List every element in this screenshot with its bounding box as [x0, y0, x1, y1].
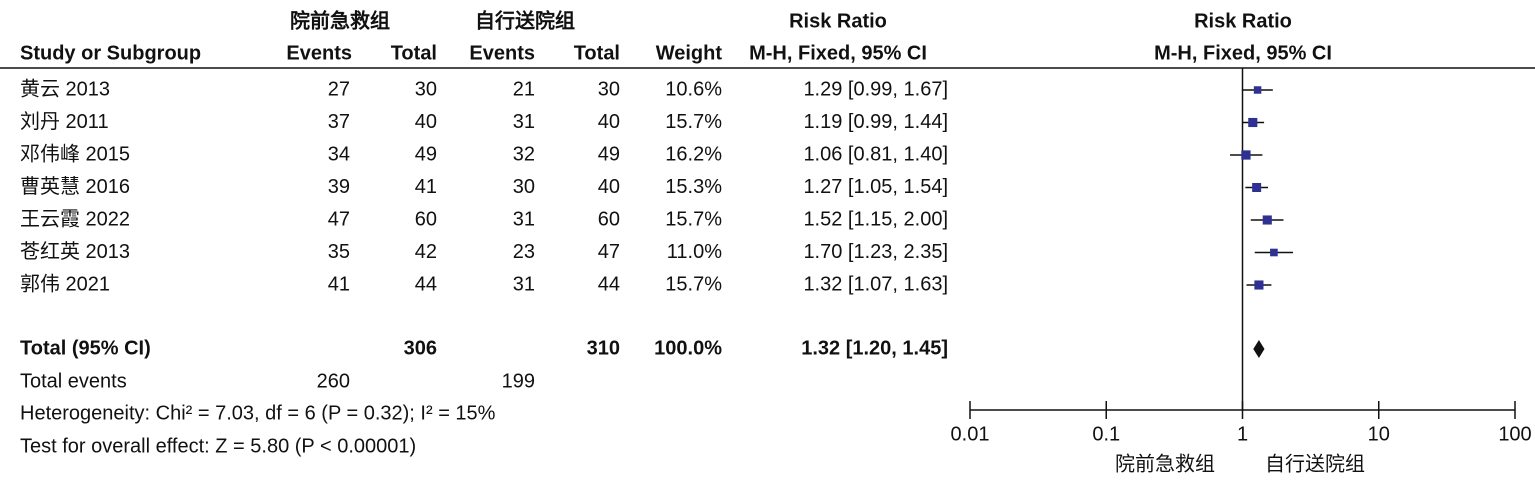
effect-square — [1270, 248, 1278, 257]
cell: 40 — [598, 111, 620, 133]
weight: 15.7% — [665, 111, 722, 133]
column-header: Events — [286, 42, 352, 64]
weight: 10.6% — [665, 78, 722, 100]
cell: 44 — [598, 273, 620, 295]
cell: 47 — [598, 241, 620, 263]
column-header: Weight — [656, 42, 723, 64]
effect-square — [1253, 86, 1262, 94]
x-tick-label: 100 — [1498, 423, 1531, 445]
plot-title: Risk Ratio — [1194, 10, 1292, 32]
ci-label: 1.32 [1.07, 1.63] — [803, 273, 948, 295]
weight: 15.7% — [665, 273, 722, 295]
weight: 15.3% — [665, 176, 722, 198]
effect-square — [1252, 183, 1262, 192]
cell: 40 — [415, 111, 437, 133]
total-diamond — [1253, 340, 1265, 358]
cell: 40 — [598, 176, 620, 198]
cell: 30 — [415, 78, 437, 100]
x-tick-label: 10 — [1368, 423, 1390, 445]
ci-label: 1.32 [1.20, 1.45] — [801, 337, 948, 359]
cell: 60 — [598, 208, 620, 230]
cell: 23 — [513, 241, 535, 263]
favours-label: 自行送院组 — [1265, 452, 1365, 475]
total-events-label: Total events — [20, 370, 127, 392]
column-header: Study or Subgroup — [20, 42, 201, 64]
cell: 31 — [513, 273, 535, 295]
cell: 310 — [587, 337, 620, 359]
study-name: 苍红英 2013 — [20, 240, 130, 263]
study-name: 王云霞 2022 — [20, 208, 130, 230]
overall-effect: Test for overall effect: Z = 5.80 (P < 0… — [20, 435, 416, 457]
cell: 30 — [513, 176, 535, 198]
study-name: 曹英慧 2016 — [20, 175, 130, 198]
cell: 34 — [328, 143, 350, 165]
x-tick-label: 0.1 — [1092, 423, 1120, 445]
cell: 49 — [415, 143, 437, 165]
cell: 42 — [415, 241, 437, 263]
study-name: 黄云 2013 — [20, 77, 110, 100]
x-tick-label: 0.01 — [951, 423, 990, 445]
weight: 15.7% — [665, 208, 722, 230]
table-title: Risk Ratio — [789, 10, 887, 32]
favours-label: 院前急救组 — [1115, 452, 1215, 475]
cell: 35 — [328, 241, 350, 263]
study-name: 邓伟峰 2015 — [20, 142, 130, 165]
cell: 47 — [328, 208, 350, 230]
effect-square — [1248, 117, 1258, 128]
effect-square — [1254, 280, 1264, 290]
cell: 37 — [328, 111, 350, 133]
cell: 260 — [317, 370, 350, 392]
ci-label: 1.06 [0.81, 1.40] — [803, 143, 948, 165]
study-name: 刘丹 2011 — [20, 110, 109, 133]
x-tick-label: 1 — [1237, 423, 1248, 445]
column-header: M-H, Fixed, 95% CI — [749, 42, 927, 64]
ci-label: 1.27 [1.05, 1.54] — [803, 176, 948, 198]
cell: 27 — [328, 78, 350, 100]
cell: 41 — [415, 176, 437, 198]
heterogeneity: Heterogeneity: Chi² = 7.03, df = 6 (P = … — [20, 402, 496, 424]
cell: 60 — [415, 208, 437, 230]
ci-label: 1.52 [1.15, 2.00] — [803, 208, 948, 230]
ci-label: 1.29 [0.99, 1.67] — [803, 78, 948, 100]
cell: 49 — [598, 143, 620, 165]
group-label: 院前急救组 — [290, 8, 390, 32]
weight: 100.0% — [654, 337, 722, 359]
cell: 44 — [415, 273, 437, 295]
cell: 32 — [513, 143, 535, 165]
study-name: 郭伟 2021 — [20, 272, 110, 295]
total-name: Total (95% CI) — [20, 337, 151, 359]
ci-label: 1.70 [1.23, 2.35] — [803, 241, 948, 263]
column-header: Total — [391, 42, 437, 64]
cell: 21 — [513, 78, 535, 100]
effect-square — [1262, 215, 1272, 225]
cell: 41 — [328, 273, 350, 295]
cell: 39 — [328, 176, 350, 198]
column-header: Total — [574, 42, 620, 64]
ci-label: 1.19 [0.99, 1.44] — [803, 111, 948, 133]
column-header: Events — [469, 42, 535, 64]
plot-subtitle: M-H, Fixed, 95% CI — [1154, 42, 1332, 64]
cell: 306 — [404, 337, 437, 359]
cell: 30 — [598, 78, 620, 100]
weight: 11.0% — [667, 241, 722, 263]
cell: 199 — [502, 370, 535, 392]
group-label: 自行送院组 — [475, 8, 575, 32]
cell: 31 — [513, 208, 535, 230]
cell: 31 — [513, 111, 535, 133]
effect-square — [1241, 150, 1251, 160]
weight: 16.2% — [665, 143, 722, 165]
